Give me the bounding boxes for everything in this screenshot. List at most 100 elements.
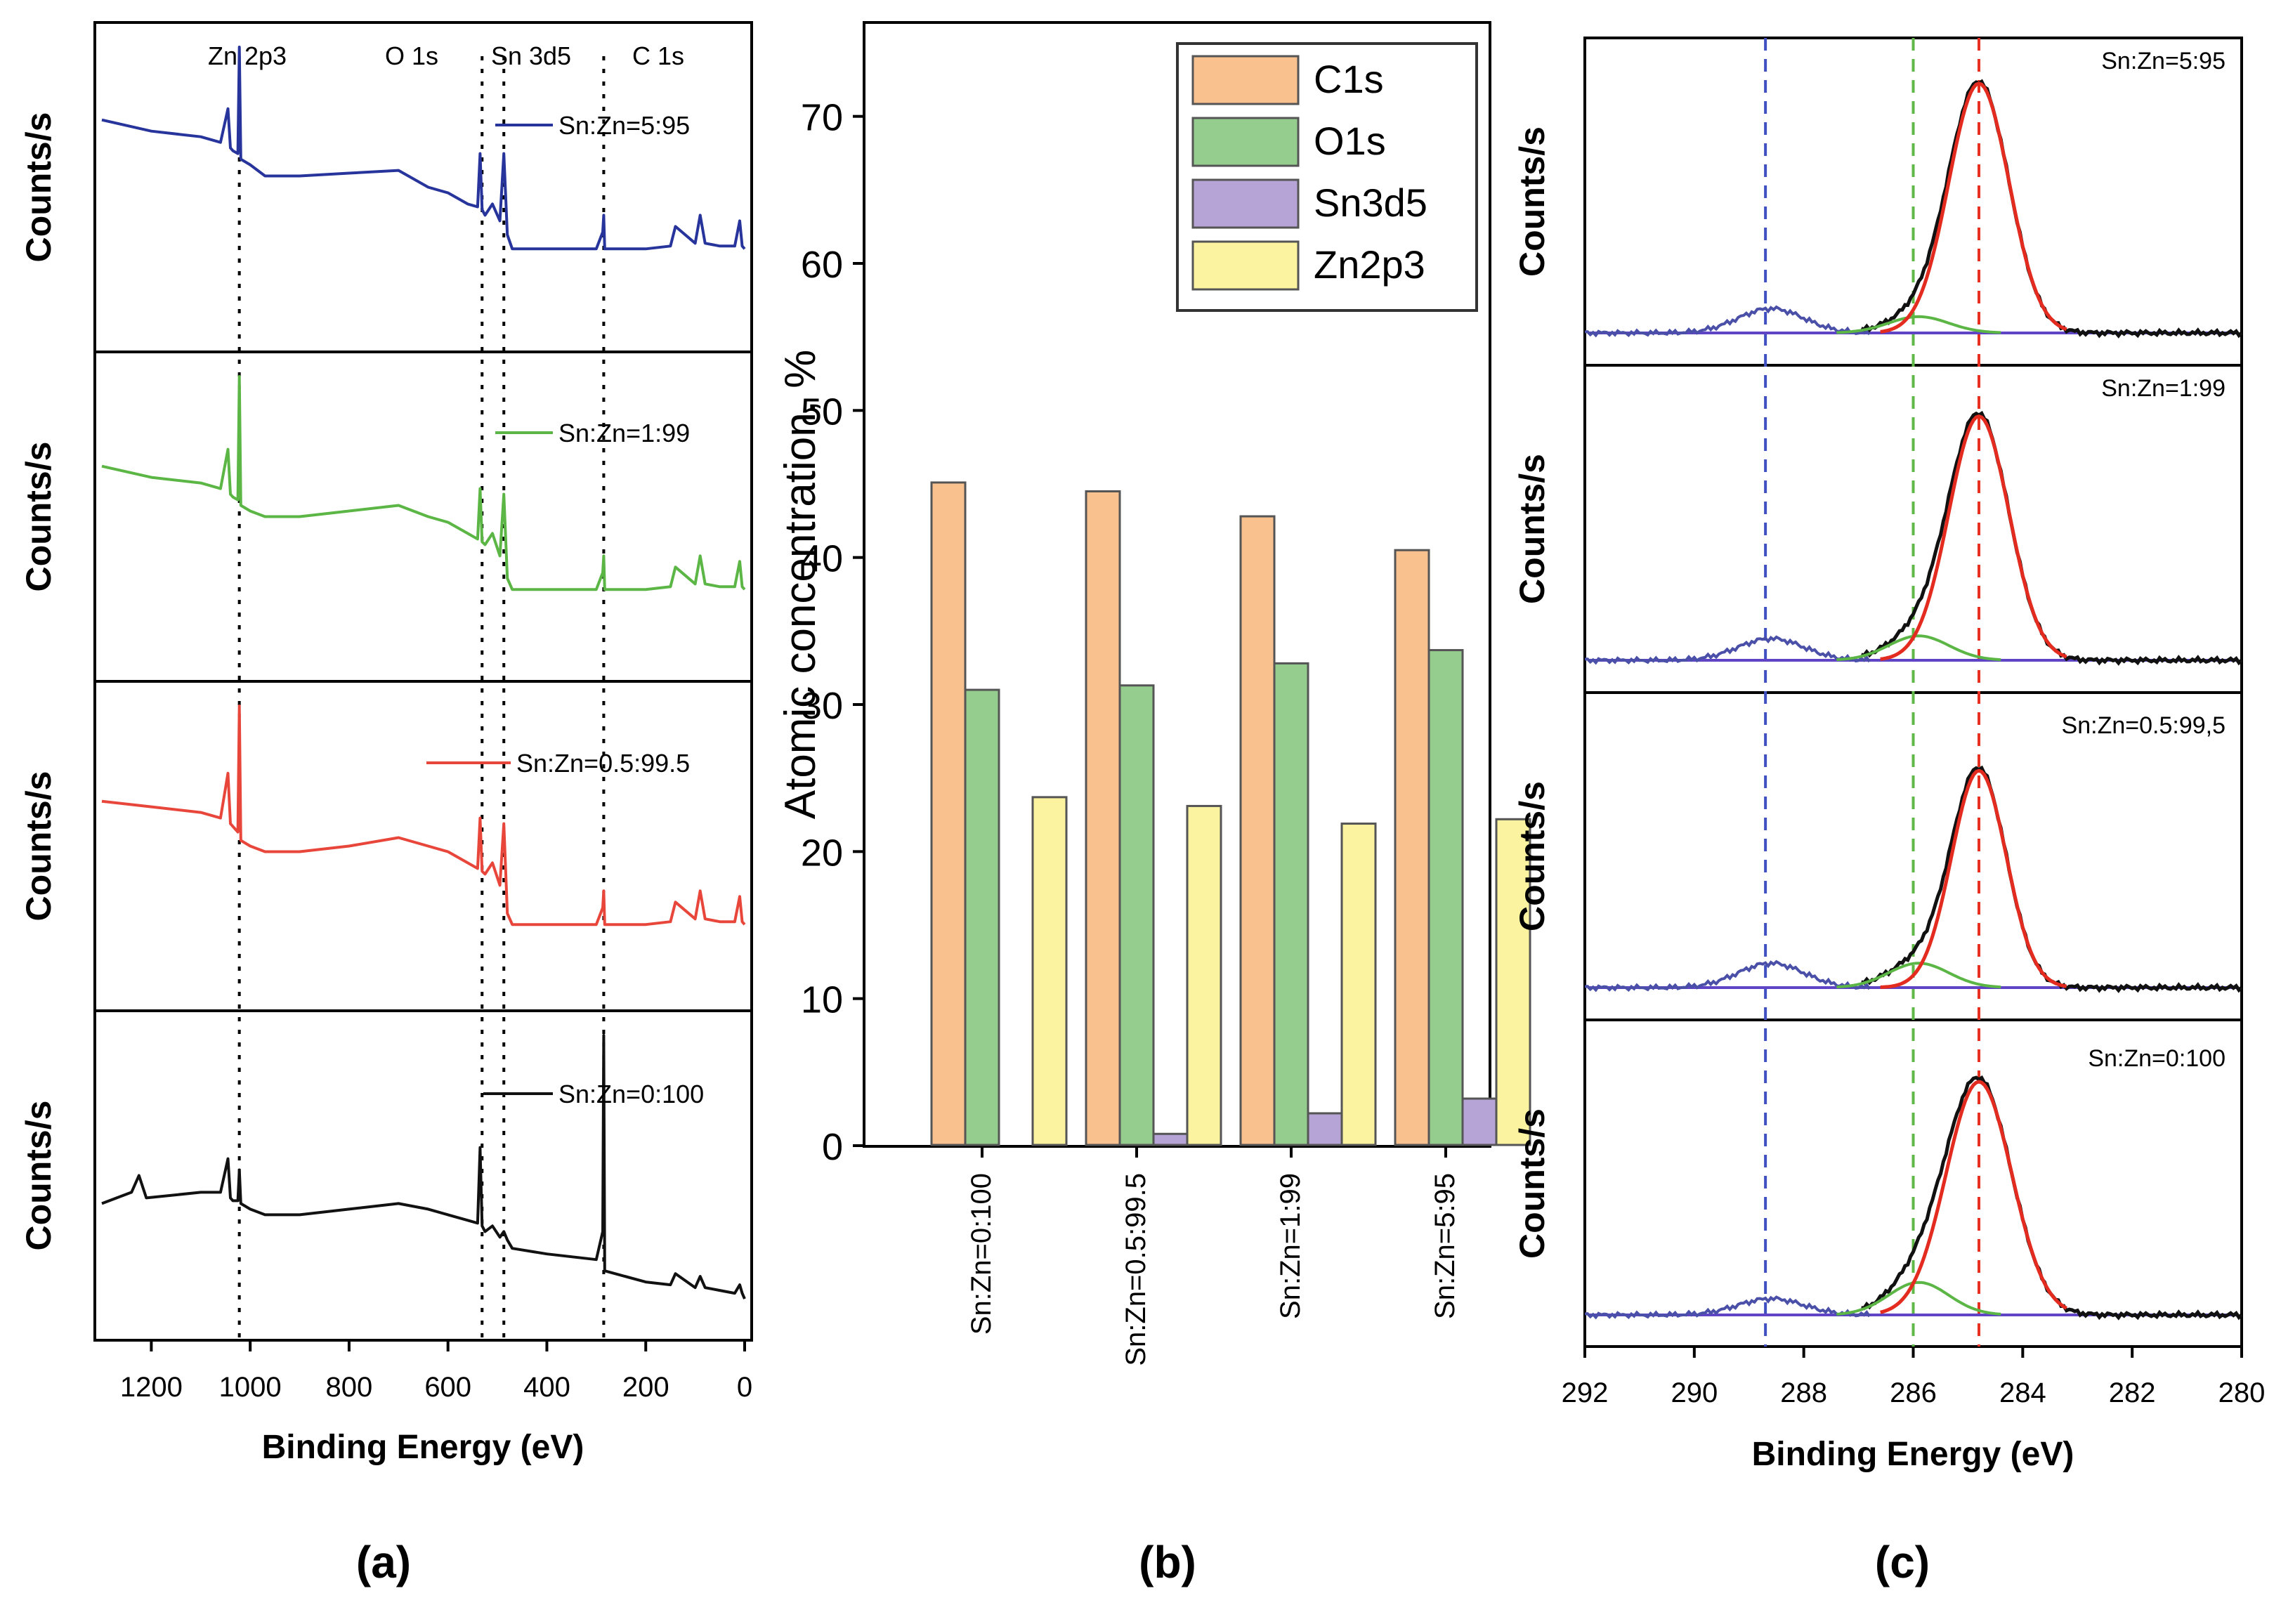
legend-label: Sn:Zn=0.5:99.5 bbox=[516, 749, 690, 778]
x-tick-label: 600 bbox=[424, 1372, 471, 1403]
panel-c-x-axis-label: Binding Energy (eV) bbox=[1752, 1436, 2074, 1473]
legend-swatch bbox=[1191, 240, 1300, 291]
y-tick-label: 70 bbox=[801, 97, 843, 139]
y-axis-label: Counts/s bbox=[1512, 1108, 1552, 1259]
peak-marker-label: C 1s bbox=[632, 41, 684, 70]
cc-component-line bbox=[1880, 81, 2067, 334]
bar-c1s bbox=[930, 481, 967, 1146]
sample-label: Sn:Zn=0:100 bbox=[2088, 1045, 2226, 1072]
survey-spectrum-line bbox=[101, 705, 746, 926]
bar-zn2p3 bbox=[1495, 818, 1531, 1146]
cooh-component-line bbox=[1584, 305, 1871, 338]
c1s-subpanel: Sn:Zn=5:95 bbox=[1584, 48, 2243, 339]
category-label: Sn:Zn=0.5:99.5 bbox=[1120, 1173, 1151, 1366]
y-axis-label: Counts/s bbox=[19, 442, 58, 592]
x-tick-label: 290 bbox=[1671, 1377, 1718, 1408]
cooh-component-line bbox=[1584, 635, 1871, 665]
co-component-line bbox=[1836, 962, 2001, 989]
x-tick-label: 288 bbox=[1780, 1377, 1827, 1408]
y-tick-label: 30 bbox=[801, 685, 843, 727]
panel-a-survey-spectra: Zn 2p3 O 1s Sn 3d5 C 1s Sn:Zn=5:95 Sn:Zn=1:9… bbox=[19, 21, 753, 1587]
legend-label: Sn3d5 bbox=[1314, 181, 1427, 225]
cc-component-line bbox=[1880, 1080, 2067, 1314]
panel-b-y-axis-label: Atomic concentration, % bbox=[776, 350, 825, 820]
legend-swatch bbox=[1191, 117, 1300, 167]
co-component-line bbox=[1836, 634, 2001, 662]
survey-spectrum-line bbox=[101, 1034, 746, 1299]
y-tick-label: 20 bbox=[801, 832, 843, 874]
sample-label: Sn:Zn=0.5:99,5 bbox=[2062, 712, 2226, 739]
legend-label: Sn:Zn=1:99 bbox=[558, 419, 690, 447]
x-tick-label: 282 bbox=[2109, 1377, 2156, 1408]
bar-c1s bbox=[1394, 549, 1430, 1146]
legend-label: Sn:Zn=5:95 bbox=[558, 111, 690, 140]
x-tick-label: 800 bbox=[326, 1372, 373, 1403]
y-tick-label: 10 bbox=[801, 979, 843, 1021]
bar-o1s bbox=[964, 688, 1000, 1146]
x-tick-label: 0 bbox=[737, 1372, 752, 1403]
sample-label: Sn:Zn=1:99 bbox=[2101, 375, 2226, 402]
panel-c-label: (c) bbox=[1875, 1537, 1930, 1587]
y-axis-label: Counts/s bbox=[19, 112, 58, 263]
x-tick-label: 280 bbox=[2218, 1377, 2266, 1408]
bar-o1s bbox=[1273, 662, 1309, 1146]
y-tick-label: 50 bbox=[801, 391, 843, 433]
bar-sn3d5 bbox=[1461, 1097, 1498, 1146]
cc-component-line bbox=[1880, 768, 2067, 989]
co-component-line bbox=[1836, 315, 2001, 334]
bar-o1s bbox=[1427, 649, 1464, 1146]
panel-b-label: (b) bbox=[1139, 1537, 1196, 1587]
x-tick-label: 1200 bbox=[120, 1372, 183, 1403]
x-tick-label: 1000 bbox=[219, 1372, 282, 1403]
cooh-component-line bbox=[1584, 960, 1871, 993]
panel-b-atomic-concentration: 0 10 20 30 40 50 60 70 Sn:Zn=0:100 Sn:Zn=0.5:99.… bbox=[776, 21, 1531, 1587]
legend-label: Sn:Zn=0:100 bbox=[558, 1080, 704, 1108]
x-tick-label: 286 bbox=[1890, 1377, 1937, 1408]
peak-marker-label: Sn 3d5 bbox=[491, 41, 571, 70]
x-tick-label: 292 bbox=[1562, 1377, 1609, 1408]
bar-o1s bbox=[1118, 684, 1155, 1146]
survey-spectrum-line bbox=[101, 375, 746, 591]
legend-label: Zn2p3 bbox=[1314, 242, 1425, 287]
y-axis-label: Counts/s bbox=[1512, 126, 1552, 277]
survey-spectrum-line bbox=[101, 46, 746, 251]
peak-marker-label: Zn 2p3 bbox=[208, 41, 287, 70]
y-axis-label: Counts/s bbox=[1512, 781, 1552, 931]
c1s-subpanel: Sn:Zn=0:100 bbox=[1584, 1045, 2243, 1321]
sample-label: Sn:Zn=5:95 bbox=[2101, 48, 2226, 74]
panel-c-c1s-spectra: Sn:Zn=5:95 Sn:Zn=1:99 Sn:Zn=0.5:99,5 Sn:Zn=… bbox=[1512, 37, 2266, 1587]
c1s-subpanel: Sn:Zn=1:99 bbox=[1584, 375, 2243, 666]
category-label: Sn:Zn=1:99 bbox=[1275, 1173, 1306, 1319]
bar-c1s bbox=[1239, 515, 1276, 1146]
x-tick-label: 200 bbox=[622, 1372, 669, 1403]
category-label: Sn:Zn=0:100 bbox=[966, 1173, 997, 1335]
y-tick-label: 60 bbox=[801, 244, 843, 286]
y-tick-label: 40 bbox=[801, 538, 843, 580]
y-axis-label: Counts/s bbox=[19, 771, 58, 922]
bar-sn3d5 bbox=[1307, 1112, 1343, 1146]
category-label: Sn:Zn=5:95 bbox=[1430, 1173, 1460, 1319]
legend-label: C1s bbox=[1314, 57, 1384, 101]
panel-b-frame bbox=[863, 21, 1491, 1148]
co-component-line bbox=[1836, 1281, 2001, 1316]
panel-a-x-axis-label: Binding Energy (eV) bbox=[262, 1429, 584, 1466]
cc-component-line bbox=[1880, 414, 2067, 661]
bar-sn3d5 bbox=[1152, 1132, 1189, 1146]
c1s-subpanel: Sn:Zn=0.5:99,5 bbox=[1584, 712, 2243, 993]
legend-swatch bbox=[1191, 178, 1300, 229]
bar-zn2p3 bbox=[1340, 823, 1377, 1146]
y-axis-label: Counts/s bbox=[19, 1101, 58, 1251]
peak-marker-label: O 1s bbox=[385, 41, 438, 70]
x-tick-label: 400 bbox=[523, 1372, 570, 1403]
panel-a-label: (a) bbox=[356, 1537, 411, 1587]
bar-zn2p3 bbox=[1186, 804, 1222, 1146]
bar-c1s bbox=[1085, 490, 1121, 1146]
legend-swatch bbox=[1191, 55, 1300, 105]
y-tick-label: 0 bbox=[822, 1126, 843, 1168]
legend-label: O1s bbox=[1314, 119, 1386, 163]
x-tick-label: 284 bbox=[1999, 1377, 2046, 1408]
y-axis-label: Counts/s bbox=[1512, 454, 1552, 604]
bar-zn2p3 bbox=[1031, 796, 1068, 1146]
cooh-component-line bbox=[1584, 1295, 1871, 1320]
